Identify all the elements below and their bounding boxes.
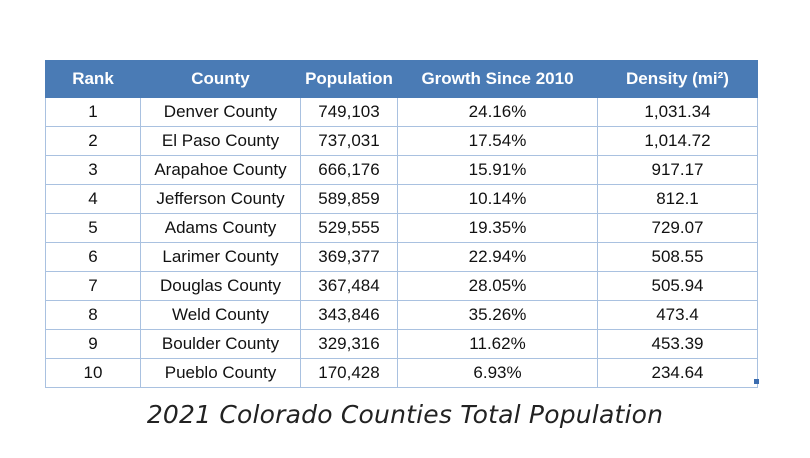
- cell-density: 453.39: [597, 329, 758, 359]
- cell-rank: 9: [45, 329, 141, 359]
- header-population: Population: [300, 60, 398, 98]
- population-table-container: Rank County Population Growth Since 2010…: [45, 60, 759, 388]
- table-row: 3 Arapahoe County 666,176 15.91% 917.17: [45, 155, 758, 185]
- table-row: 9 Boulder County 329,316 11.62% 453.39: [45, 329, 758, 359]
- cell-county: Boulder County: [140, 329, 301, 359]
- header-growth: Growth Since 2010: [397, 60, 598, 98]
- cell-density: 812.1: [597, 184, 758, 214]
- cell-growth: 6.93%: [397, 358, 598, 388]
- cell-growth: 22.94%: [397, 242, 598, 272]
- cell-population: 589,859: [300, 184, 398, 214]
- table-row: 7 Douglas County 367,484 28.05% 505.94: [45, 271, 758, 301]
- table-row: 10 Pueblo County 170,428 6.93% 234.64: [45, 358, 758, 388]
- cell-population: 666,176: [300, 155, 398, 185]
- cell-county: Jefferson County: [140, 184, 301, 214]
- table-header: Rank County Population Growth Since 2010…: [45, 60, 758, 98]
- cell-population: 343,846: [300, 300, 398, 330]
- cell-growth: 28.05%: [397, 271, 598, 301]
- cell-density: 234.64: [597, 358, 758, 388]
- cell-density: 473.4: [597, 300, 758, 330]
- table-row: 2 El Paso County 737,031 17.54% 1,014.72: [45, 126, 758, 156]
- cell-rank: 4: [45, 184, 141, 214]
- cell-growth: 35.26%: [397, 300, 598, 330]
- cell-county: Douglas County: [140, 271, 301, 301]
- cell-growth: 17.54%: [397, 126, 598, 156]
- cell-density: 1,014.72: [597, 126, 758, 156]
- cell-population: 170,428: [300, 358, 398, 388]
- header-row: Rank County Population Growth Since 2010…: [45, 60, 758, 98]
- cell-county: El Paso County: [140, 126, 301, 156]
- cell-population: 529,555: [300, 213, 398, 243]
- cell-growth: 24.16%: [397, 97, 598, 127]
- cell-rank: 1: [45, 97, 141, 127]
- cell-rank: 3: [45, 155, 141, 185]
- cell-population: 329,316: [300, 329, 398, 359]
- header-county: County: [140, 60, 301, 98]
- table-body: 1 Denver County 749,103 24.16% 1,031.34 …: [45, 97, 758, 388]
- cell-rank: 7: [45, 271, 141, 301]
- cell-density: 505.94: [597, 271, 758, 301]
- table-row: 5 Adams County 529,555 19.35% 729.07: [45, 213, 758, 243]
- cell-county: Larimer County: [140, 242, 301, 272]
- table-row: 4 Jefferson County 589,859 10.14% 812.1: [45, 184, 758, 214]
- cell-growth: 11.62%: [397, 329, 598, 359]
- table-caption: 2021 Colorado Counties Total Population: [146, 400, 664, 429]
- table-row: 1 Denver County 749,103 24.16% 1,031.34: [45, 97, 758, 127]
- table-row: 6 Larimer County 369,377 22.94% 508.55: [45, 242, 758, 272]
- cell-county: Denver County: [140, 97, 301, 127]
- cell-density: 508.55: [597, 242, 758, 272]
- cell-rank: 2: [45, 126, 141, 156]
- cell-growth: 15.91%: [397, 155, 598, 185]
- cell-density: 729.07: [597, 213, 758, 243]
- cell-population: 369,377: [300, 242, 398, 272]
- header-density: Density (mi²): [597, 60, 758, 98]
- cell-rank: 6: [45, 242, 141, 272]
- cell-density: 917.17: [597, 155, 758, 185]
- cell-county: Arapahoe County: [140, 155, 301, 185]
- cell-density: 1,031.34: [597, 97, 758, 127]
- cell-growth: 10.14%: [397, 184, 598, 214]
- cell-population: 737,031: [300, 126, 398, 156]
- header-rank: Rank: [45, 60, 141, 98]
- population-table: Rank County Population Growth Since 2010…: [45, 60, 758, 388]
- cell-county: Pueblo County: [140, 358, 301, 388]
- table-resize-handle-icon: [754, 379, 759, 384]
- cell-rank: 5: [45, 213, 141, 243]
- cell-rank: 8: [45, 300, 141, 330]
- table-row: 8 Weld County 343,846 35.26% 473.4: [45, 300, 758, 330]
- cell-rank: 10: [45, 358, 141, 388]
- cell-growth: 19.35%: [397, 213, 598, 243]
- cell-population: 367,484: [300, 271, 398, 301]
- cell-population: 749,103: [300, 97, 398, 127]
- cell-county: Adams County: [140, 213, 301, 243]
- cell-county: Weld County: [140, 300, 301, 330]
